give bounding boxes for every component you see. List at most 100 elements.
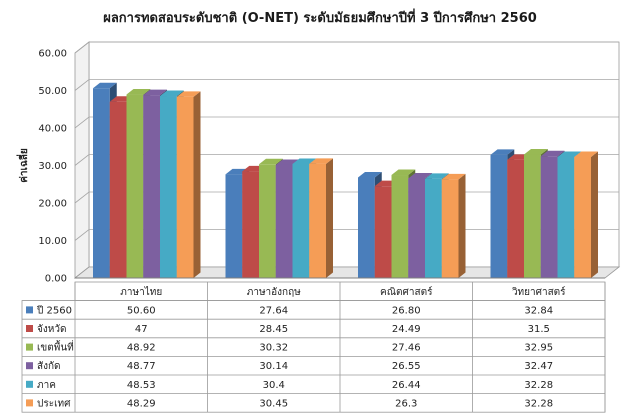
data-value-label: 32.84 [524, 305, 553, 316]
bar [109, 101, 127, 278]
gridline [74, 79, 619, 91]
bar-top [490, 149, 515, 155]
bar [126, 94, 144, 278]
bar-top [309, 158, 333, 164]
series-name: ประเทศ [37, 398, 71, 409]
y-tick-label: 60.00 [38, 49, 67, 60]
data-value-label: 48.53 [127, 380, 156, 391]
bar [275, 164, 293, 278]
legend-key [26, 362, 33, 370]
x-category-label: ภาษาไทย [120, 286, 162, 298]
data-value-label: 32.47 [524, 361, 553, 372]
data-value-label: 32.95 [524, 343, 553, 354]
data-value-label: 48.29 [127, 398, 156, 409]
bar-side [326, 158, 333, 278]
bar-top [358, 172, 382, 178]
bar [259, 164, 276, 278]
data-value-label: 26.55 [392, 361, 421, 372]
bar-top [176, 91, 201, 97]
legend-key [26, 306, 33, 314]
data-value-label: 31.5 [528, 324, 550, 335]
bar-side [193, 91, 201, 278]
y-axis-label: ค่าเฉลี่ย [16, 148, 30, 183]
bar [292, 164, 310, 278]
bar [309, 163, 326, 278]
bar-top [524, 148, 548, 155]
bar-top [540, 150, 565, 157]
bar [490, 154, 508, 278]
bar [176, 96, 194, 278]
data-value-label: 47 [135, 324, 148, 335]
x-category-label: คณิตศาสตร์ [380, 286, 433, 298]
data-value-label: 48.77 [127, 361, 156, 372]
data-value-label: 30.32 [259, 343, 288, 354]
bar [391, 175, 409, 278]
legend-key [26, 325, 33, 332]
series-name: จังหวัด [37, 324, 66, 335]
data-value-label: 30.4 [263, 380, 285, 391]
bar-top [143, 89, 167, 96]
bar-side [458, 173, 466, 278]
bar [557, 156, 575, 278]
bar-side [591, 151, 598, 278]
bar [574, 156, 591, 278]
gridline [74, 154, 619, 166]
data-value-label: 26.44 [392, 380, 421, 391]
bar [408, 178, 425, 278]
series-name: สังกัด [37, 361, 61, 372]
series-name: เขตพื้นที่ [37, 340, 74, 354]
gridline [74, 41, 619, 54]
bar [540, 156, 558, 278]
legend-key [26, 399, 33, 407]
bar [441, 179, 459, 278]
bar [358, 177, 375, 278]
data-value-label: 28.45 [259, 324, 288, 335]
bar-top [557, 151, 582, 157]
data-value-label: 30.45 [259, 398, 288, 409]
data-value-label: 26.80 [392, 305, 421, 316]
bar [143, 95, 160, 278]
bar [160, 96, 177, 278]
bar-top [441, 173, 466, 180]
data-value-label: 32.28 [524, 380, 553, 391]
series-name: ปี 2560 [36, 304, 72, 316]
data-value-label: 24.49 [392, 324, 421, 335]
bar [507, 159, 524, 278]
bar-top [425, 173, 449, 179]
data-value-label: 27.64 [259, 305, 288, 316]
x-category-label: ภาษาอังกฤษ [247, 287, 301, 298]
bar-top [408, 172, 432, 179]
bar-top [160, 90, 184, 97]
y-tick-label: 50.00 [38, 86, 67, 97]
bar [425, 178, 442, 278]
series-name: ภาค [37, 380, 56, 391]
bar-top [93, 82, 117, 89]
bar-top [259, 158, 283, 165]
bar-top [292, 158, 317, 164]
legend-key [26, 380, 33, 388]
bar [524, 154, 541, 278]
bar-top [126, 89, 151, 95]
bar [242, 171, 259, 278]
legend-key [26, 343, 33, 351]
data-value-label: 32.28 [524, 398, 553, 409]
bar [225, 174, 243, 278]
y-tick-label: 20.00 [38, 199, 67, 210]
data-value-label: 50.60 [127, 305, 156, 316]
bar-top [391, 169, 416, 176]
data-value-label: 27.46 [392, 343, 421, 354]
y-tick-label: 40.00 [38, 124, 67, 135]
bar-top [574, 151, 598, 157]
chart-title: ผลการทดสอบระดับชาติ (O-NET) ระดับมัธยมศึ… [103, 8, 537, 26]
bar [374, 186, 392, 278]
y-tick-label: 0.00 [45, 274, 67, 285]
data-value-label: 26.3 [395, 398, 417, 409]
x-category-label: วิทยาศาสตร์ [512, 286, 567, 298]
y-tick-label: 10.00 [38, 236, 67, 247]
data-value-label: 48.92 [127, 343, 156, 354]
gridline [74, 116, 619, 129]
data-value-label: 30.14 [259, 361, 288, 372]
y-tick-label: 30.00 [38, 161, 67, 172]
